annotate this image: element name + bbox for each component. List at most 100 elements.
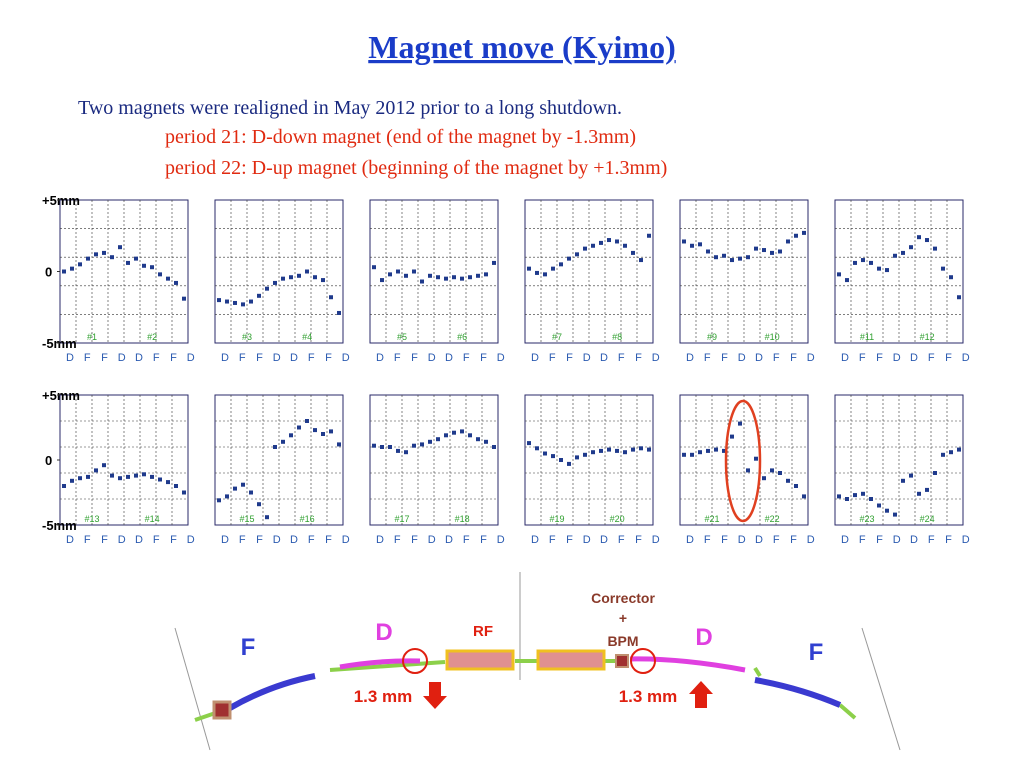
x-label: F xyxy=(170,352,177,364)
x-label: F xyxy=(876,534,883,546)
point xyxy=(698,450,702,455)
point xyxy=(313,428,317,433)
x-label: F xyxy=(945,352,952,364)
point xyxy=(786,239,790,244)
point xyxy=(682,239,686,244)
x-label: F xyxy=(463,352,470,364)
x-label: F xyxy=(394,352,401,364)
x-label: D xyxy=(755,534,763,546)
x-label: F xyxy=(790,352,797,364)
x-label: F xyxy=(549,352,556,364)
point xyxy=(933,471,937,475)
point xyxy=(738,421,742,426)
rf-cavity xyxy=(445,649,515,671)
point xyxy=(845,278,849,283)
point xyxy=(786,478,790,483)
point xyxy=(591,243,595,248)
point xyxy=(241,302,245,307)
y-tick-label: 0 xyxy=(45,265,52,280)
point xyxy=(436,437,440,442)
point xyxy=(535,270,539,275)
point xyxy=(233,486,237,491)
point xyxy=(551,266,555,271)
x-label: D xyxy=(583,352,591,364)
x-label: D xyxy=(428,352,436,364)
x-label: D xyxy=(755,352,763,364)
divider xyxy=(174,627,211,751)
x-label: F xyxy=(308,534,315,546)
point xyxy=(158,272,162,277)
point xyxy=(249,299,253,304)
x-label: F xyxy=(84,352,91,364)
point xyxy=(738,256,742,261)
label: + xyxy=(619,610,627,626)
intro: Two magnets were realigned in May 2012 p… xyxy=(78,97,622,119)
point xyxy=(623,243,627,248)
point xyxy=(476,273,480,278)
point xyxy=(543,451,547,456)
sector-label: #7 xyxy=(552,332,562,342)
point xyxy=(313,275,317,280)
divider xyxy=(861,627,901,751)
x-label: D xyxy=(428,534,436,546)
point xyxy=(166,276,170,281)
point xyxy=(444,276,448,281)
x-label: D xyxy=(738,534,746,546)
y-tick-label: 0 xyxy=(45,453,52,468)
x-label: D xyxy=(66,534,74,546)
point xyxy=(607,238,611,243)
point xyxy=(70,266,74,271)
x-label: D xyxy=(686,534,694,546)
point xyxy=(714,447,718,452)
x-label: D xyxy=(187,352,195,364)
point xyxy=(893,253,897,258)
point xyxy=(551,454,555,459)
point xyxy=(690,243,694,248)
point xyxy=(714,255,718,260)
point xyxy=(877,266,881,271)
corrector xyxy=(615,654,629,668)
x-label: D xyxy=(342,352,350,364)
marker xyxy=(630,648,656,674)
point xyxy=(837,272,841,277)
x-label: D xyxy=(290,352,298,364)
point xyxy=(845,497,849,501)
x-label: D xyxy=(445,534,453,546)
label: RF xyxy=(473,623,493,640)
point xyxy=(142,472,146,477)
point xyxy=(118,245,122,250)
x-label: F xyxy=(945,534,952,546)
x-label: F xyxy=(480,534,487,546)
point xyxy=(706,448,710,453)
x-label: D xyxy=(807,352,815,364)
point xyxy=(444,433,448,438)
point xyxy=(289,275,293,280)
point xyxy=(730,258,734,263)
point xyxy=(297,273,301,278)
point xyxy=(118,476,122,481)
point xyxy=(126,474,130,479)
sector-label: #10 xyxy=(765,332,780,342)
x-label: D xyxy=(187,534,195,546)
highlight xyxy=(724,399,762,523)
point xyxy=(559,262,563,267)
point xyxy=(778,249,782,254)
point xyxy=(647,447,651,452)
x-label: D xyxy=(600,352,608,364)
point xyxy=(957,447,961,452)
x-label: D xyxy=(893,352,901,364)
point xyxy=(297,425,301,430)
x-label: F xyxy=(84,534,91,546)
x-label: D xyxy=(962,352,970,364)
point xyxy=(305,269,309,274)
point xyxy=(273,445,277,449)
point xyxy=(492,445,496,449)
x-label: F xyxy=(480,352,487,364)
x-label: F xyxy=(153,534,160,546)
label: Corrector xyxy=(591,590,655,606)
x-label: F xyxy=(394,534,401,546)
point xyxy=(174,280,178,285)
sector-label: #21 xyxy=(704,514,719,524)
x-label: D xyxy=(135,352,143,364)
x-label: D xyxy=(342,534,350,546)
